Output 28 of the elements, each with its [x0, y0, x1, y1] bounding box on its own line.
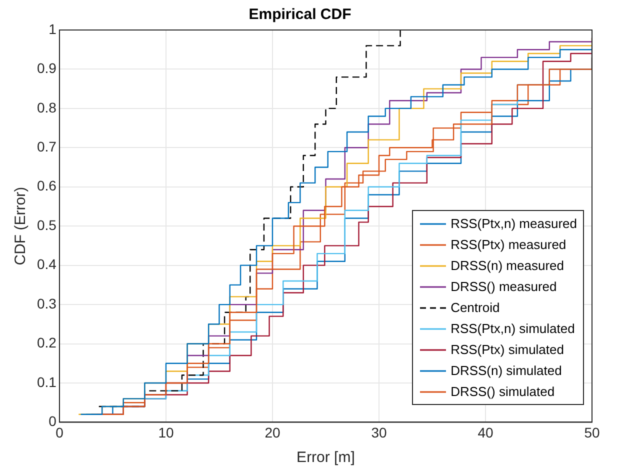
x-tick-label: 50: [584, 424, 600, 440]
x-axis-title: Error [m]: [296, 449, 355, 466]
legend-label: Centroid: [450, 300, 500, 315]
y-tick-label: 0: [48, 413, 57, 430]
legend-label: RSS(Ptx,n) measured: [450, 216, 577, 231]
legend-label: DRSS(n) simulated: [450, 363, 562, 378]
y-tick-label: 0.1: [36, 374, 57, 390]
legend-label: DRSS() measured: [450, 279, 557, 294]
x-tick-label: 20: [264, 424, 280, 440]
chart-title: Empirical CDF: [248, 6, 352, 24]
y-tick-label: 0.5: [36, 216, 57, 233]
legend-label: RSS(Ptx,n) simulated: [450, 321, 575, 336]
y-tick-label: 0.7: [36, 138, 57, 155]
y-tick-label: 1: [48, 20, 57, 37]
y-tick-label: 0.3: [36, 295, 57, 312]
y-tick-label: 0.4: [36, 256, 57, 272]
legend-label: DRSS() simulated: [450, 384, 555, 399]
y-tick-label: 0.9: [36, 60, 57, 76]
legend-label: RSS(Ptx) simulated: [450, 342, 564, 357]
y-tick-label: 0.6: [36, 178, 57, 194]
y-tick-label: 0.8: [36, 99, 57, 116]
x-tick-label: 10: [158, 424, 174, 440]
legend-label: DRSS(n) measured: [450, 258, 564, 273]
y-axis-title: CDF (Error): [12, 186, 30, 266]
legend-label: RSS(Ptx) measured: [450, 237, 566, 252]
x-tick-label: 30: [371, 424, 387, 440]
y-tick-label: 0.2: [36, 334, 57, 351]
x-tick-label: 40: [478, 424, 494, 440]
